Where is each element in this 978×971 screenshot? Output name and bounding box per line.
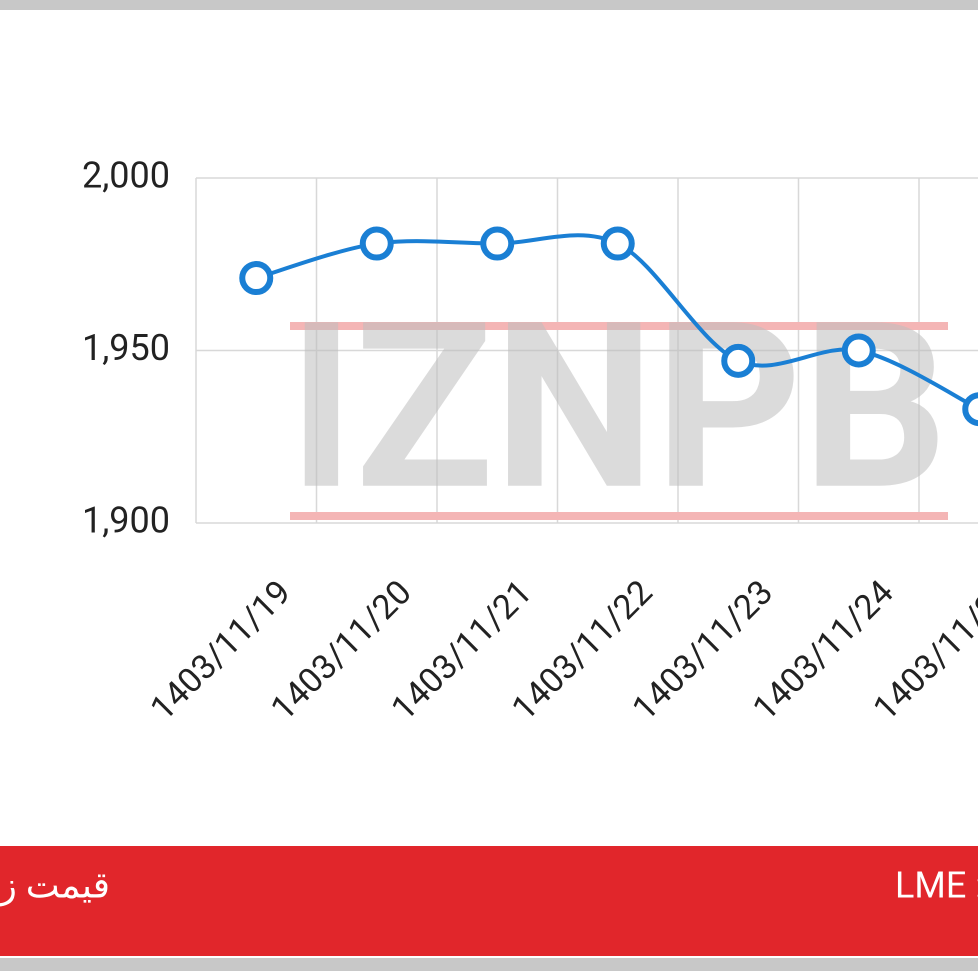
top-strip bbox=[0, 0, 978, 10]
y-tick-label: 1,900 bbox=[82, 500, 170, 542]
y-tick-label: 2,000 bbox=[82, 155, 170, 197]
footer-bar bbox=[0, 846, 978, 956]
point bbox=[600, 226, 635, 261]
source: منبع : LME bbox=[895, 865, 978, 907]
point bbox=[239, 261, 274, 296]
watermark: IZNPB bbox=[288, 274, 948, 543]
live-price: قیمت زنده : ۱,۹۳۳ $ bbox=[0, 865, 110, 907]
watermark-bar bbox=[290, 512, 948, 520]
watermark-bar bbox=[290, 322, 948, 330]
bottom-strip bbox=[0, 958, 978, 971]
y-tick-label: 1,950 bbox=[82, 327, 170, 369]
point bbox=[721, 343, 756, 378]
point bbox=[841, 333, 876, 368]
watermark-group: IZNPB bbox=[288, 274, 948, 543]
point bbox=[962, 392, 978, 427]
point bbox=[359, 226, 394, 261]
point bbox=[480, 226, 515, 261]
